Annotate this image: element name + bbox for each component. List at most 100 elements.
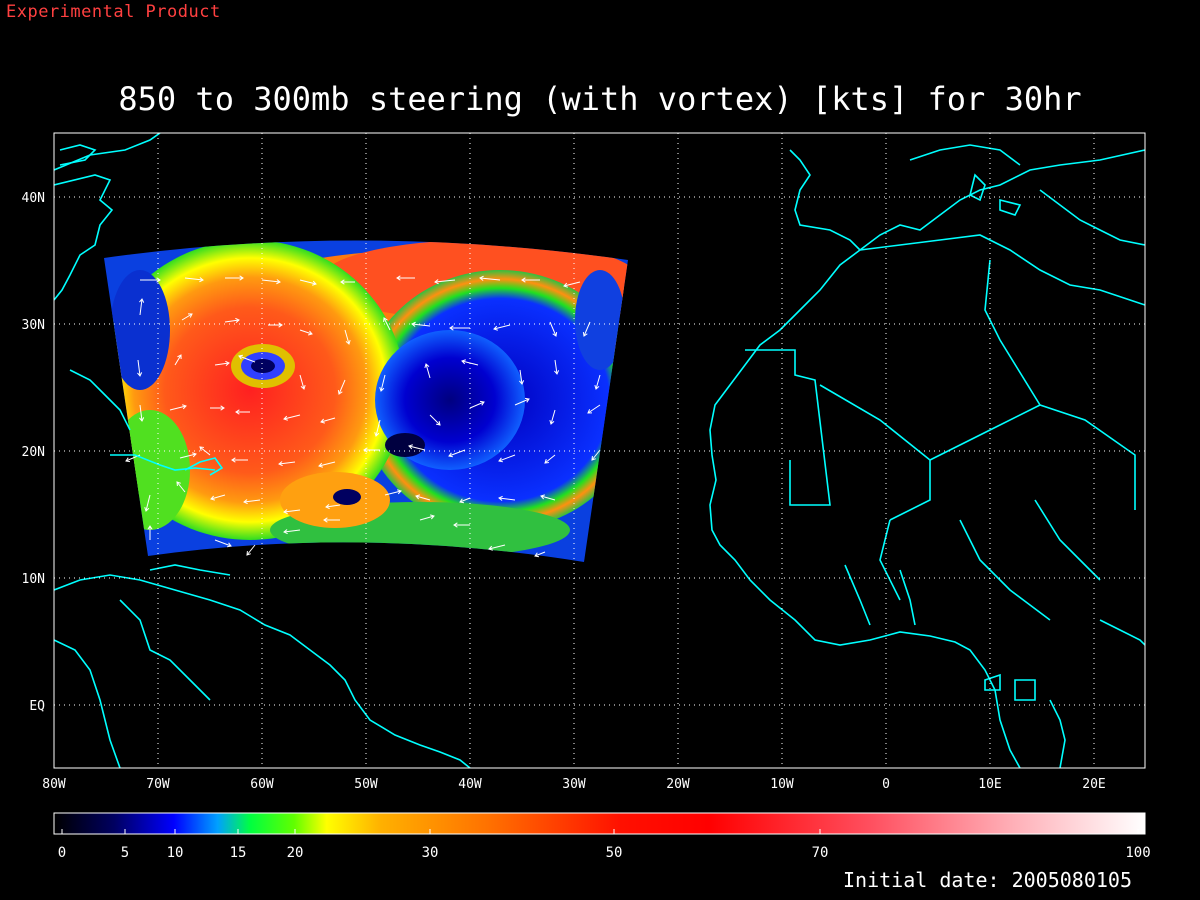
- wind-vector-arrow: [238, 354, 256, 363]
- lat-label: 40N: [22, 191, 45, 206]
- lon-label: 10E: [978, 777, 1001, 792]
- lon-label: 80W: [42, 777, 66, 792]
- wind-vector-arrow: [498, 454, 516, 463]
- wind-vector-arrow: [137, 359, 143, 377]
- wind-vector-arrow: [424, 363, 431, 379]
- wind-vector-arrow: [448, 449, 466, 458]
- wind-vector-arrow: [493, 324, 511, 331]
- wind-vector-arrow: [176, 481, 186, 493]
- wind-vector-arrow: [549, 321, 558, 337]
- lat-label: EQ: [29, 699, 45, 714]
- wind-vector-arrow: [408, 444, 426, 451]
- wind-vector-arrow: [554, 359, 560, 375]
- wind-vector-arrow: [261, 279, 281, 285]
- wind-vector-arrow: [214, 539, 232, 548]
- colorbar-tick-label: 20: [287, 845, 304, 861]
- wind-vector-arrow: [231, 457, 248, 463]
- wind-vector-arrow: [384, 489, 402, 496]
- lon-label: 0: [882, 777, 890, 792]
- wind-vector-arrow: [340, 279, 355, 285]
- wind-vector-arrow: [283, 529, 301, 535]
- colorbar: [53, 812, 1146, 835]
- colorbar-labels: 0 5 10 15 20 30 50 70 100: [58, 845, 1151, 861]
- wind-vector-arrow: [449, 325, 470, 331]
- wind-vector-arrow: [419, 514, 435, 521]
- lat-label: 30N: [22, 318, 45, 333]
- wind-vector-arrow: [587, 404, 601, 414]
- map-frame: [53, 132, 1146, 769]
- colorbar-tick-label: 15: [230, 845, 247, 861]
- lon-label: 70W: [146, 777, 170, 792]
- wind-vector-arrow: [235, 409, 250, 415]
- wind-vector-arrow: [323, 517, 340, 523]
- colorbar-ticks: [61, 829, 1139, 834]
- wind-vector-arrow: [283, 414, 301, 421]
- wind-vector-arrow: [540, 494, 556, 501]
- wind-vector-arrow: [181, 313, 193, 321]
- latitude-labels: 40N 30N 20N 10N EQ: [22, 191, 46, 714]
- wind-vector-arrow: [549, 409, 556, 425]
- colorbar-tick-label: 100: [1125, 845, 1150, 861]
- wind-vector-arrow: [534, 551, 546, 558]
- wind-vector-arrow: [591, 449, 601, 461]
- wind-vector-arrow: [415, 494, 431, 501]
- wind-vector-arrow: [396, 275, 415, 281]
- wind-vector-arrow: [318, 461, 336, 468]
- wind-vector-arrow: [299, 279, 317, 286]
- wind-vector-arrow: [278, 461, 296, 467]
- wind-vector-arrow: [224, 317, 240, 323]
- wind-vector-arrow: [214, 360, 230, 366]
- wind-vector-arrow: [169, 404, 187, 411]
- wind-vector-arrow: [184, 277, 204, 283]
- wind-vector-arrow: [337, 379, 346, 395]
- wind-vector-arrow: [299, 374, 306, 390]
- lon-label: 40W: [458, 777, 482, 792]
- graticule: [54, 133, 1145, 768]
- wind-vector-arrow: [383, 317, 391, 331]
- wind-vector-arrow: [179, 452, 197, 459]
- wind-vector-arrow: [325, 504, 341, 510]
- lon-label: 20W: [666, 777, 690, 792]
- lon-label: 30W: [562, 777, 586, 792]
- lon-label: 60W: [250, 777, 274, 792]
- wind-vector-arrow: [488, 544, 506, 551]
- wind-vector-arrow: [210, 405, 225, 411]
- wind-vector-arrow: [344, 329, 351, 345]
- wind-vector-arrow: [514, 397, 530, 406]
- wind-speed-field: [104, 240, 628, 562]
- wind-vector-arrow: [210, 494, 226, 501]
- wind-vector-arrow: [469, 400, 485, 409]
- wind-vector-arrow: [521, 277, 540, 283]
- lon-label: 20E: [1082, 777, 1105, 792]
- wind-vector-arrow: [299, 329, 313, 336]
- product-label: Experimental Product: [6, 2, 221, 22]
- wind-vector-arrow: [320, 417, 336, 424]
- colorbar-tick-label: 50: [606, 845, 623, 861]
- colorbar-tick-label: 10: [167, 845, 184, 861]
- wind-vector-arrow: [174, 354, 182, 366]
- wind-vector-arrow: [434, 279, 456, 285]
- initial-date: Initial date: 2005080105: [843, 868, 1132, 892]
- colorbar-tick-label: 0: [58, 845, 66, 861]
- longitude-labels: 80W 70W 60W 50W 40W 30W 20W 10W 0 10E 20E: [42, 777, 1105, 792]
- wind-vector-arrow: [429, 414, 441, 426]
- wind-vector-arrow: [243, 499, 261, 505]
- colorbar-tick-label: 70: [812, 845, 829, 861]
- lon-label: 50W: [354, 777, 378, 792]
- colorbar-tick-label: 30: [422, 845, 439, 861]
- wind-vector-arrow: [225, 275, 244, 281]
- wind-vector-arrow: [147, 525, 153, 540]
- wind-vector-arrow: [594, 374, 601, 390]
- wind-vectors: [125, 275, 601, 558]
- wind-vector-arrow: [544, 454, 556, 464]
- wind-vector-arrow: [379, 374, 386, 392]
- lat-label: 20N: [22, 445, 45, 460]
- coastlines: [54, 133, 1145, 768]
- wind-vector-arrow: [479, 275, 501, 281]
- wind-vector-arrow: [144, 494, 151, 512]
- wind-vector-arrow: [459, 497, 471, 504]
- lat-label: 10N: [22, 572, 45, 587]
- wind-vector-arrow: [139, 404, 145, 422]
- wind-vector-arrow: [498, 495, 516, 501]
